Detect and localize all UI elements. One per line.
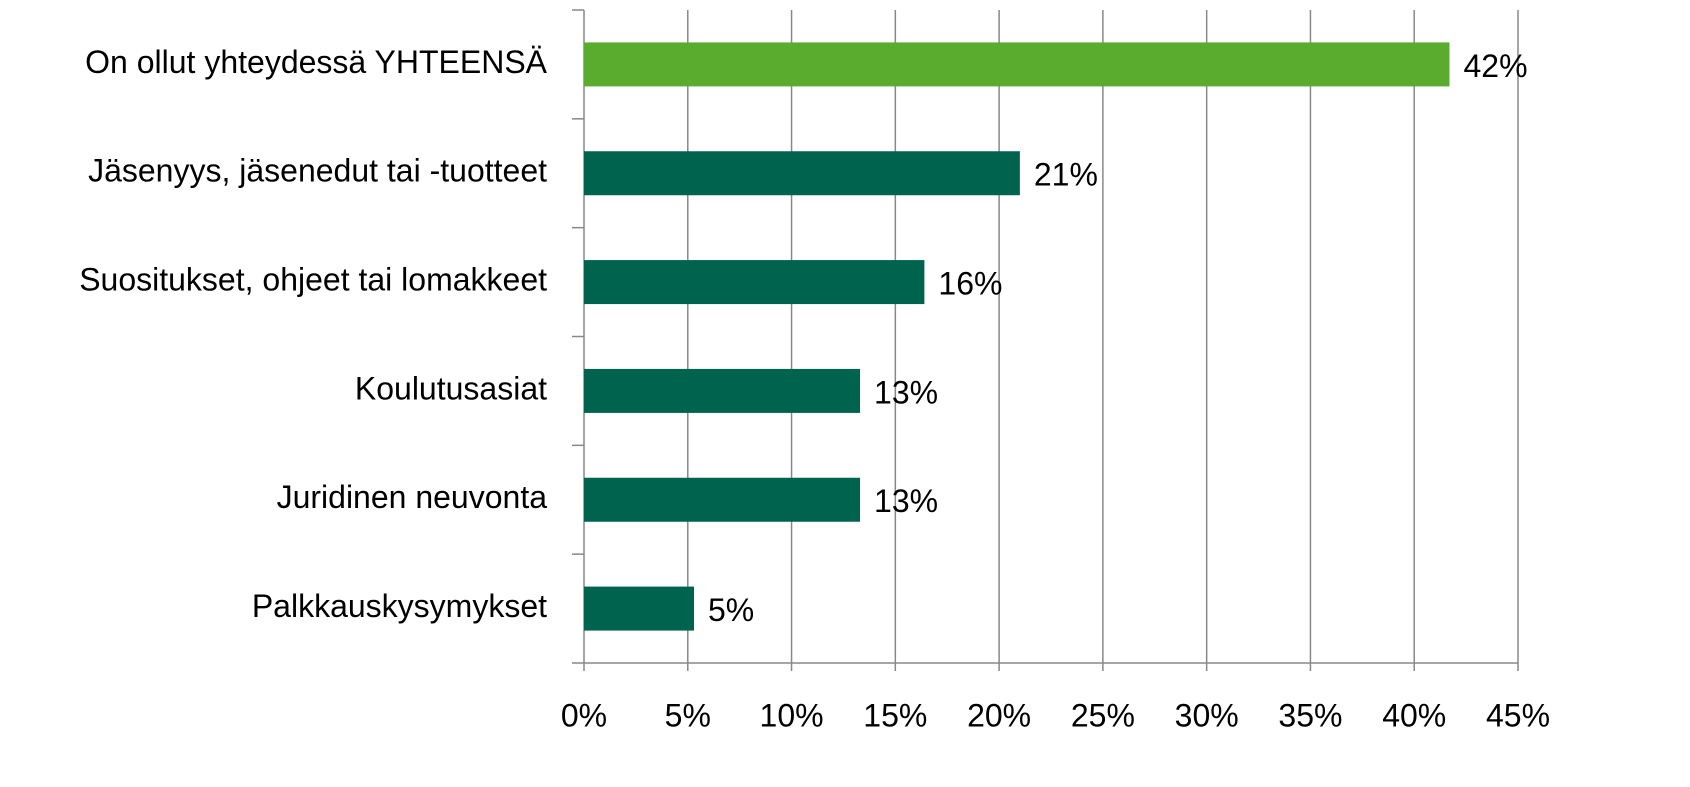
data-label: 21%	[1034, 157, 1098, 193]
data-label: 5%	[708, 592, 754, 628]
data-label: 42%	[1464, 48, 1528, 84]
x-tick-label: 10%	[760, 697, 824, 733]
y-tick-label: On ollut yhteydessä YHTEENSÄ	[85, 44, 548, 80]
data-label: 16%	[938, 266, 1002, 302]
y-tick-label: Koulutusasiat	[355, 370, 547, 406]
data-label: 13%	[874, 483, 938, 519]
x-tick-label: 35%	[1278, 697, 1342, 733]
y-tick-label: Jäsenyys, jäsenedut tai -tuotteet	[88, 153, 547, 189]
y-tick-label: Suositukset, ohjeet tai lomakkeet	[79, 262, 547, 298]
x-tick-label: 5%	[665, 697, 711, 733]
x-tick-label: 25%	[1071, 697, 1135, 733]
bar	[584, 368, 861, 413]
y-tick-label: Palkkauskysymykset	[252, 588, 547, 624]
bar	[584, 151, 1020, 196]
x-tick-label: 15%	[863, 697, 927, 733]
bar	[584, 586, 695, 631]
bar	[584, 477, 861, 522]
x-tick-label: 45%	[1486, 697, 1550, 733]
bar	[584, 260, 925, 305]
x-tick-label: 40%	[1382, 697, 1446, 733]
x-tick-label: 30%	[1175, 697, 1239, 733]
bar	[584, 42, 1450, 87]
x-tick-label: 0%	[561, 697, 607, 733]
y-tick-label: Juridinen neuvonta	[277, 479, 548, 515]
x-tick-label: 20%	[967, 697, 1031, 733]
data-label: 13%	[874, 374, 938, 410]
